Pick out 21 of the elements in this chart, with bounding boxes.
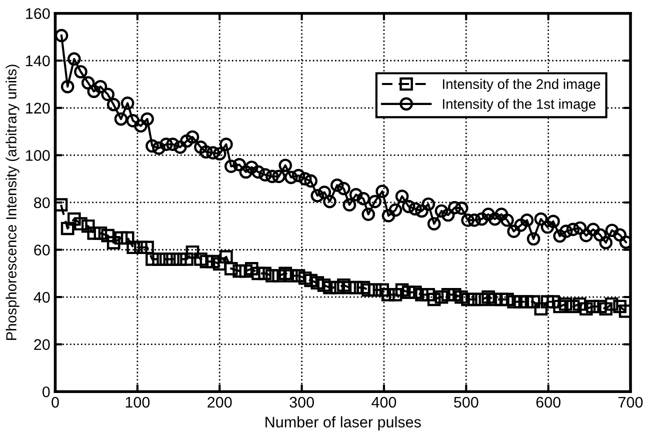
x-tick-label: 700 [618, 396, 643, 408]
legend-label: Intensity of the 1st image [442, 98, 596, 112]
x-tick-label: 500 [454, 396, 478, 408]
y-tick-label: 40 [34, 292, 50, 303]
x-axis-title: Number of laser pulses [266, 416, 421, 430]
x-tick-label: 100 [126, 396, 150, 408]
legend-label: Intensity of the 2nd image [442, 78, 600, 92]
y-tick-label: 160 [26, 8, 50, 20]
y-tick-label: 60 [34, 244, 50, 256]
y-tick-label: 120 [26, 102, 50, 114]
x-tick-label: 200 [208, 396, 232, 408]
x-tick-label: 0 [52, 396, 59, 408]
y-axis-title: Phosphorescence Intensity (arbitrary units) [6, 64, 20, 340]
y-tick-label: 100 [26, 150, 50, 161]
y-tick-label: 20 [34, 339, 50, 350]
y-tick-label: 80 [34, 197, 50, 208]
x-tick-label: 600 [536, 396, 560, 408]
y-tick-label: 0 [42, 386, 50, 398]
x-tick-label: 400 [372, 396, 396, 408]
y-tick-label: 140 [26, 56, 50, 66]
x-tick-label: 300 [290, 396, 314, 408]
